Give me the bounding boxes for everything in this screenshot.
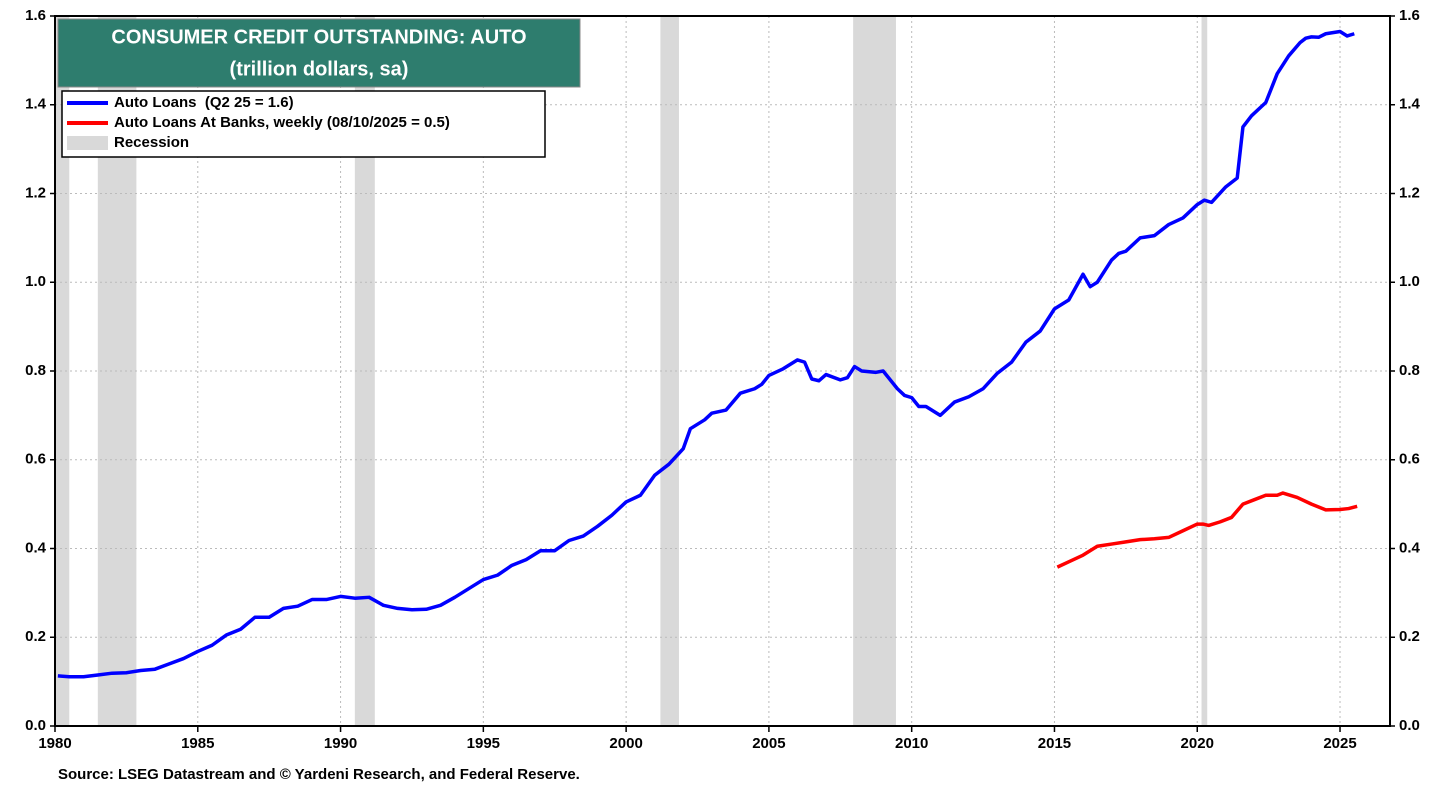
x-tick-label: 2025 — [1323, 735, 1356, 752]
x-tick-label: 1980 — [38, 735, 71, 752]
y-tick-label: 1.2 — [25, 184, 46, 201]
y2-tick-label: 1.6 — [1399, 7, 1420, 24]
y2-tick-label: 0.4 — [1399, 539, 1421, 556]
series-line — [57, 29, 1355, 679]
y2-tick-label: 0.0 — [1399, 717, 1420, 734]
y2-tick-label: 0.2 — [1399, 628, 1420, 645]
legend-label: Recession — [114, 134, 189, 151]
x-tick-label: 2010 — [895, 735, 928, 752]
legend-box — [61, 90, 546, 158]
legend-label: Auto Loans (Q2 25 = 1.6) — [114, 94, 294, 111]
y2-tick-label: 0.6 — [1399, 451, 1420, 468]
legend-label: Auto Loans At Banks, weekly (08/10/2025 … — [114, 114, 450, 131]
y2-tick-label: 0.8 — [1399, 362, 1420, 379]
x-tick-label: 2000 — [609, 735, 642, 752]
y-tick-label: 0.2 — [25, 628, 46, 645]
y2-tick-label: 1.2 — [1399, 184, 1420, 201]
y2-tick-label: 1.0 — [1399, 273, 1420, 290]
y-tick-label: 0.4 — [25, 539, 47, 556]
y-tick-label: 0.0 — [25, 717, 46, 734]
legend-swatch — [67, 136, 108, 150]
y-tick-label: 0.8 — [25, 362, 46, 379]
recession-band — [1201, 16, 1208, 726]
x-tick-label: 1995 — [467, 735, 500, 752]
x-tick-label: 2020 — [1181, 735, 1214, 752]
x-tick-label: 1990 — [324, 735, 357, 752]
x-tick-label: 1985 — [181, 735, 214, 752]
x-tick-label: 2015 — [1038, 735, 1071, 752]
y-tick-label: 0.6 — [25, 451, 46, 468]
chart-subtitle: (trillion dollars, sa) — [230, 58, 409, 80]
y-tick-label: 1.6 — [25, 7, 46, 24]
chart-title: CONSUMER CREDIT OUTSTANDING: AUTO — [111, 26, 526, 48]
source-note: Source: LSEG Datastream and © Yardeni Re… — [58, 766, 580, 783]
title-box — [57, 18, 581, 88]
y-tick-label: 1.0 — [25, 273, 46, 290]
recession-band — [354, 16, 375, 726]
x-tick-label: 2005 — [752, 735, 785, 752]
y2-tick-label: 1.4 — [1399, 96, 1421, 113]
series-line — [1056, 491, 1358, 569]
plot-frame — [54, 15, 1391, 727]
y-tick-label: 1.4 — [25, 96, 47, 113]
